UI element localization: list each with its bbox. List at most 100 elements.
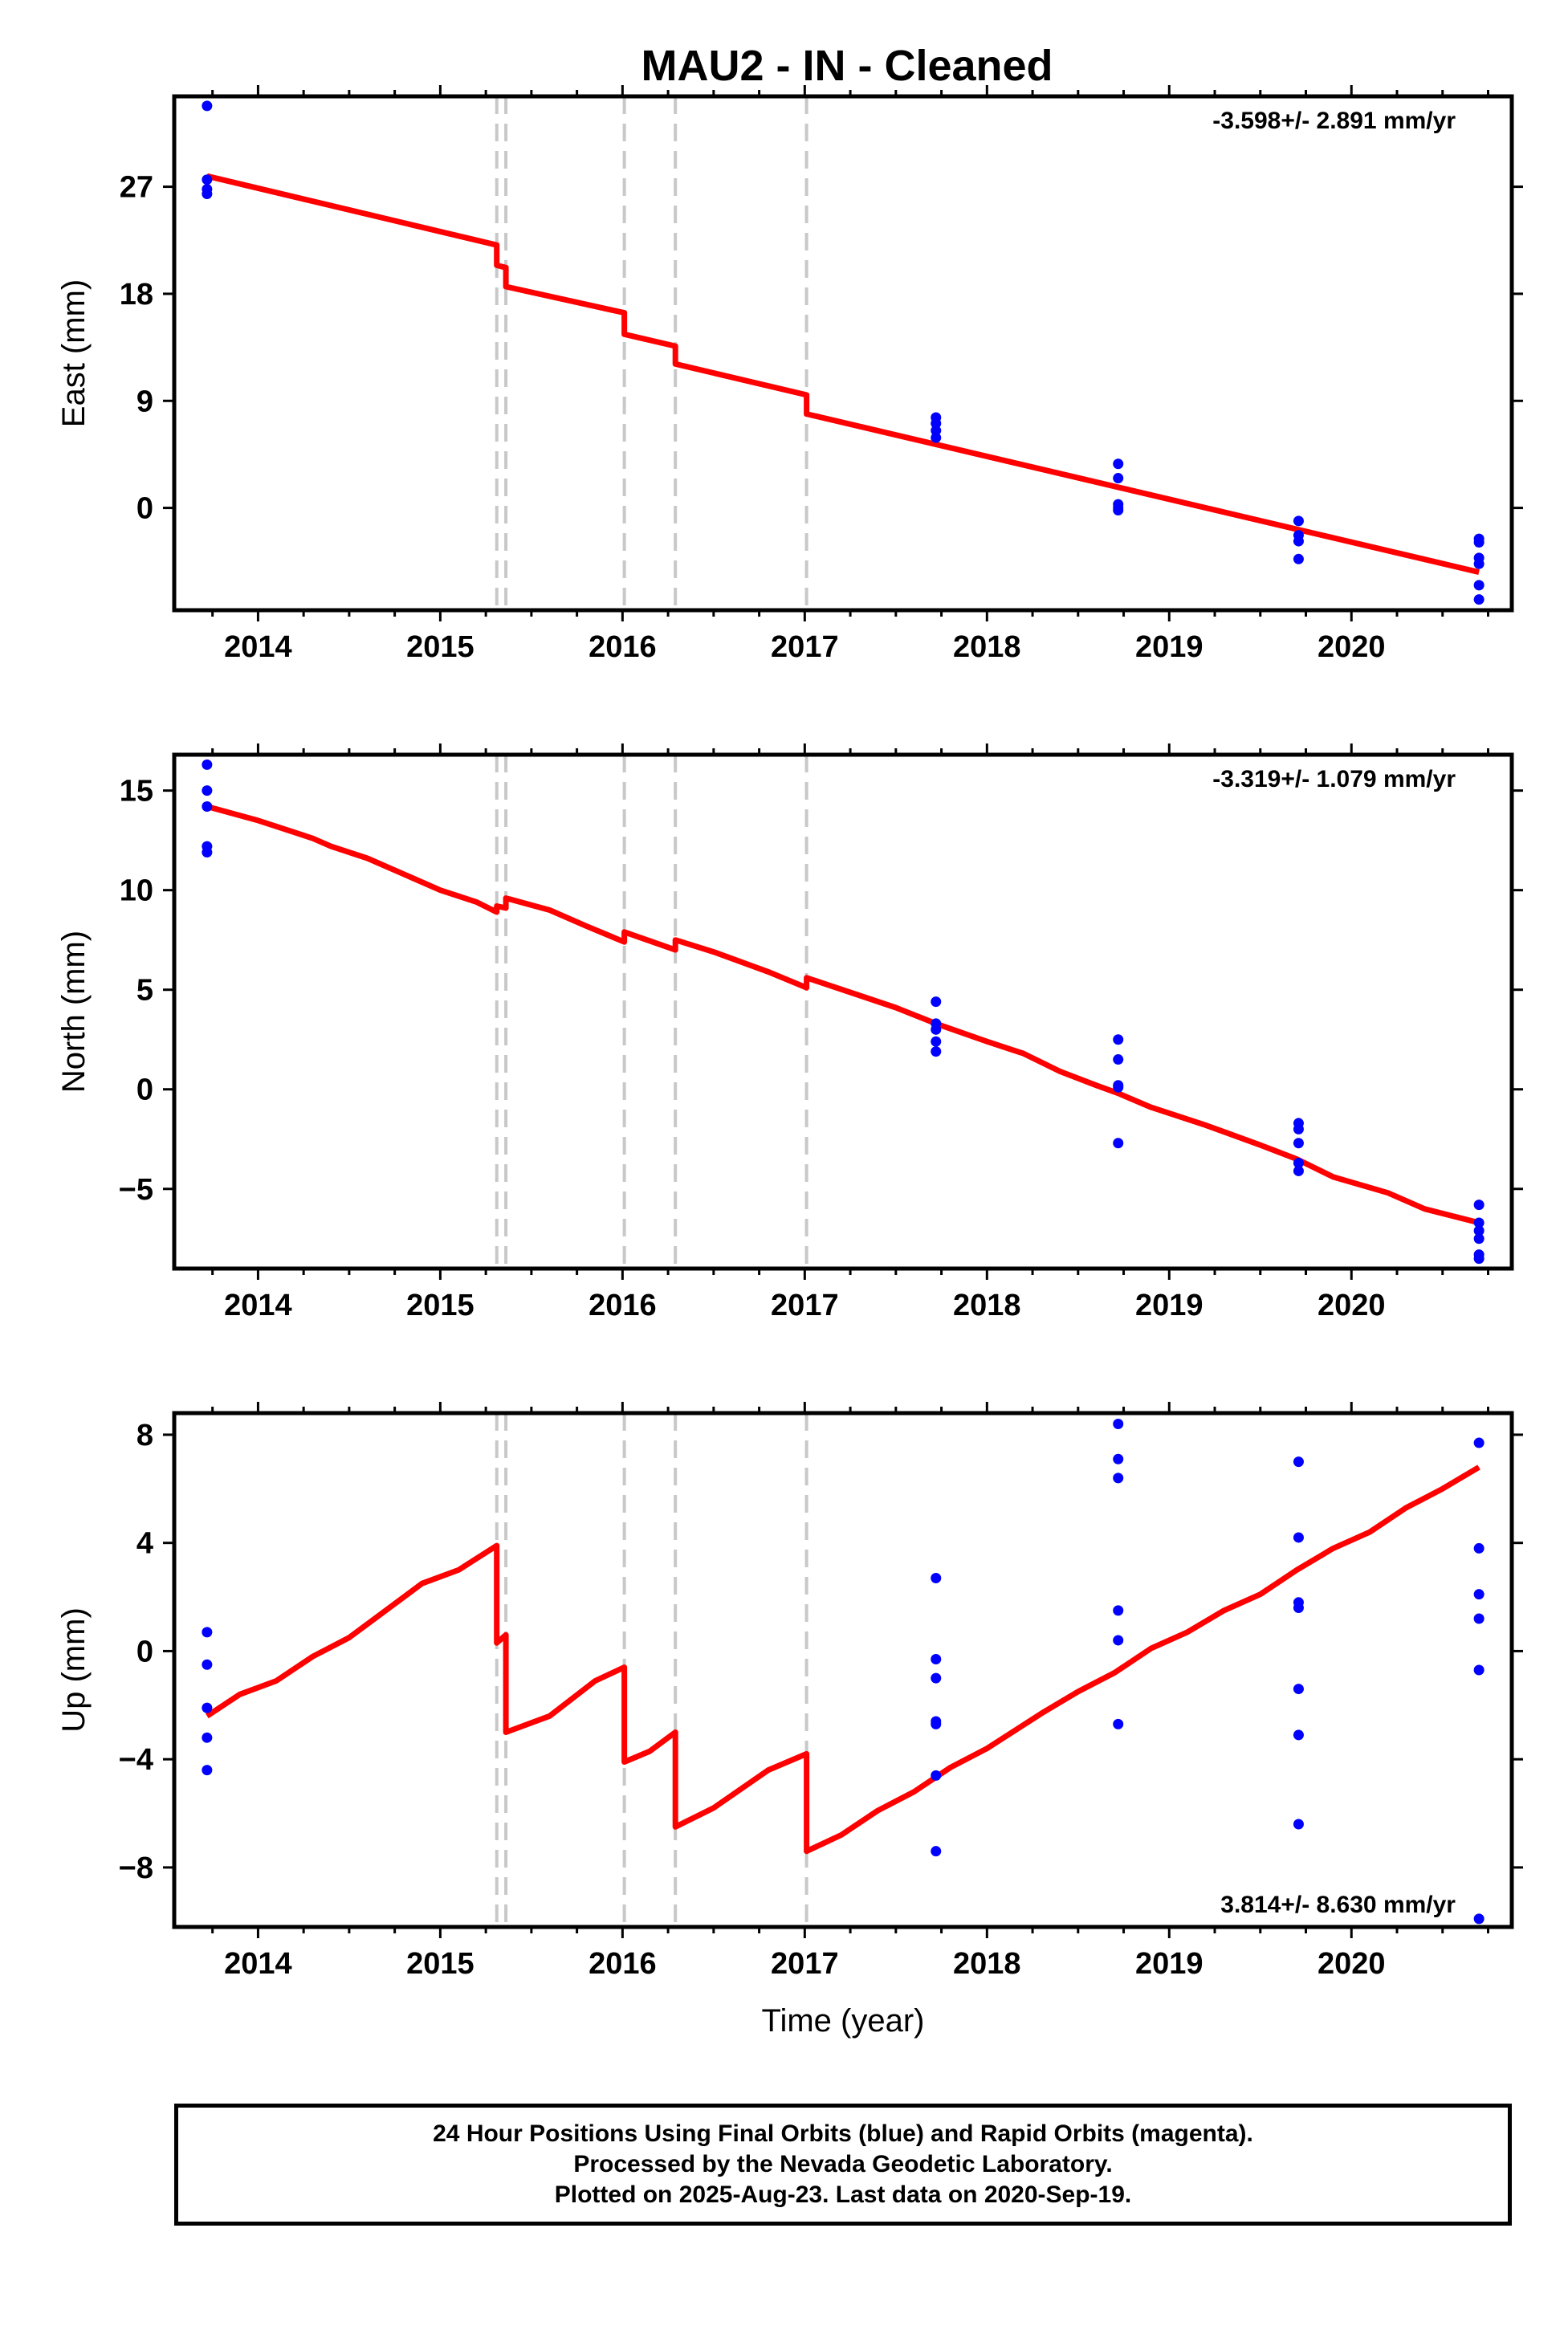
y-tick-label: 10 xyxy=(120,874,153,908)
y-tick-label: 9 xyxy=(136,385,153,418)
x-tick-label: 2020 xyxy=(1318,1947,1386,1981)
data-point xyxy=(1293,1819,1304,1830)
x-tick-label: 2014 xyxy=(224,1947,292,1981)
x-tick-label: 2016 xyxy=(589,630,657,664)
y-tick-label: 27 xyxy=(120,171,153,205)
plot-frame xyxy=(172,1411,1514,1929)
plot-frame xyxy=(172,94,1514,613)
data-point xyxy=(1293,1456,1304,1468)
data-point xyxy=(1113,1473,1124,1484)
data-point xyxy=(202,188,213,199)
data-point xyxy=(1113,1453,1124,1464)
data-point xyxy=(931,1036,942,1047)
data-point xyxy=(931,1770,942,1781)
data-point xyxy=(202,1765,213,1776)
model-fit-line xyxy=(205,1464,1480,1855)
data-point xyxy=(931,1572,942,1583)
data-point xyxy=(931,1024,942,1035)
y-tick-label: 0 xyxy=(136,492,153,526)
data-point xyxy=(1113,458,1124,470)
data-point xyxy=(1293,1165,1304,1176)
x-tick-label: 2019 xyxy=(1135,1947,1203,1981)
y-tick-label: 0 xyxy=(136,1635,153,1668)
x-tick-label: 2015 xyxy=(406,1289,474,1322)
x-tick-label: 2020 xyxy=(1318,1289,1386,1322)
data-point xyxy=(202,1627,213,1638)
data-point xyxy=(1473,1233,1485,1244)
data-point xyxy=(1473,558,1485,569)
x-tick-label: 2014 xyxy=(224,1289,292,1322)
y-tick-label: 18 xyxy=(120,278,153,312)
y-tick-label: 0 xyxy=(136,1073,153,1107)
x-tick-label: 2015 xyxy=(406,630,474,664)
x-tick-label: 2017 xyxy=(771,630,839,664)
data-point xyxy=(1113,1605,1124,1616)
data-point xyxy=(202,785,213,796)
data-point xyxy=(1113,1081,1124,1093)
x-tick-label: 2015 xyxy=(406,1947,474,1981)
data-point xyxy=(1473,1664,1485,1676)
data-point xyxy=(1293,1729,1304,1741)
data-point xyxy=(1113,1635,1124,1646)
y-axis-label: North (mm) xyxy=(56,931,92,1093)
model-fit-line xyxy=(206,804,1480,1226)
x-tick-label: 2019 xyxy=(1135,630,1203,664)
model-fit-line xyxy=(206,173,1480,576)
x-tick-label: 2019 xyxy=(1135,1289,1203,1322)
data-point xyxy=(931,1046,942,1057)
data-point xyxy=(1473,1589,1485,1600)
data-point xyxy=(1473,594,1485,605)
data-point xyxy=(1293,1138,1304,1149)
data-point xyxy=(1473,1542,1485,1554)
x-tick-label: 2018 xyxy=(953,1289,1021,1322)
data-point xyxy=(931,996,942,1008)
data-point xyxy=(1473,580,1485,591)
data-point xyxy=(202,1659,213,1670)
data-point xyxy=(1293,553,1304,564)
rate-annotation: 3.814+/- 8.630 mm/yr xyxy=(1220,1892,1456,1918)
y-axis-label: East (mm) xyxy=(56,279,92,427)
data-point xyxy=(1113,473,1124,484)
y-tick-label: 5 xyxy=(136,974,153,1008)
data-point xyxy=(1293,1603,1304,1614)
y-tick-label: 8 xyxy=(136,1419,153,1452)
y-tick-label: 15 xyxy=(120,775,153,809)
data-point xyxy=(1113,1718,1124,1729)
data-point xyxy=(1113,1418,1124,1429)
x-tick-label: 2016 xyxy=(589,1947,657,1981)
y-tick-label: −4 xyxy=(119,1743,153,1777)
data-point xyxy=(931,425,942,436)
data-point xyxy=(931,1846,942,1857)
x-tick-label: 2014 xyxy=(224,630,292,664)
data-point xyxy=(1473,537,1485,548)
data-point xyxy=(1293,1123,1304,1134)
x-tick-label: 2020 xyxy=(1318,630,1386,664)
data-point xyxy=(1473,1217,1485,1228)
data-point xyxy=(1473,1913,1485,1925)
data-point xyxy=(1293,515,1304,527)
data-point xyxy=(1113,505,1124,516)
x-tick-label: 2017 xyxy=(771,1289,839,1322)
data-point xyxy=(202,100,213,112)
x-tick-label: 2016 xyxy=(589,1289,657,1322)
data-point xyxy=(1293,536,1304,547)
rate-annotation: -3.319+/- 1.079 mm/yr xyxy=(1212,766,1456,792)
data-point xyxy=(202,1702,213,1713)
plot-area xyxy=(202,1413,1485,1927)
data-point xyxy=(1113,1034,1124,1045)
footer-line-3: Plotted on 2025-Aug-23. Last data on 202… xyxy=(554,2181,1132,2208)
data-point xyxy=(1293,1158,1304,1169)
rate-annotation: -3.598+/- 2.891 mm/yr xyxy=(1212,108,1456,134)
data-point xyxy=(1473,1437,1485,1448)
footer-info-box: 24 Hour Positions Using Final Orbits (bl… xyxy=(174,2104,1512,2226)
y-tick-label: −5 xyxy=(119,1173,153,1207)
data-point xyxy=(202,1732,213,1743)
data-point xyxy=(931,432,942,443)
y-tick-label: 4 xyxy=(136,1527,153,1561)
plot-frame xyxy=(172,752,1514,1271)
data-point xyxy=(202,847,213,858)
data-point xyxy=(1473,1253,1485,1265)
data-point xyxy=(931,1654,942,1665)
data-point xyxy=(931,1718,942,1729)
data-point xyxy=(1293,1532,1304,1543)
